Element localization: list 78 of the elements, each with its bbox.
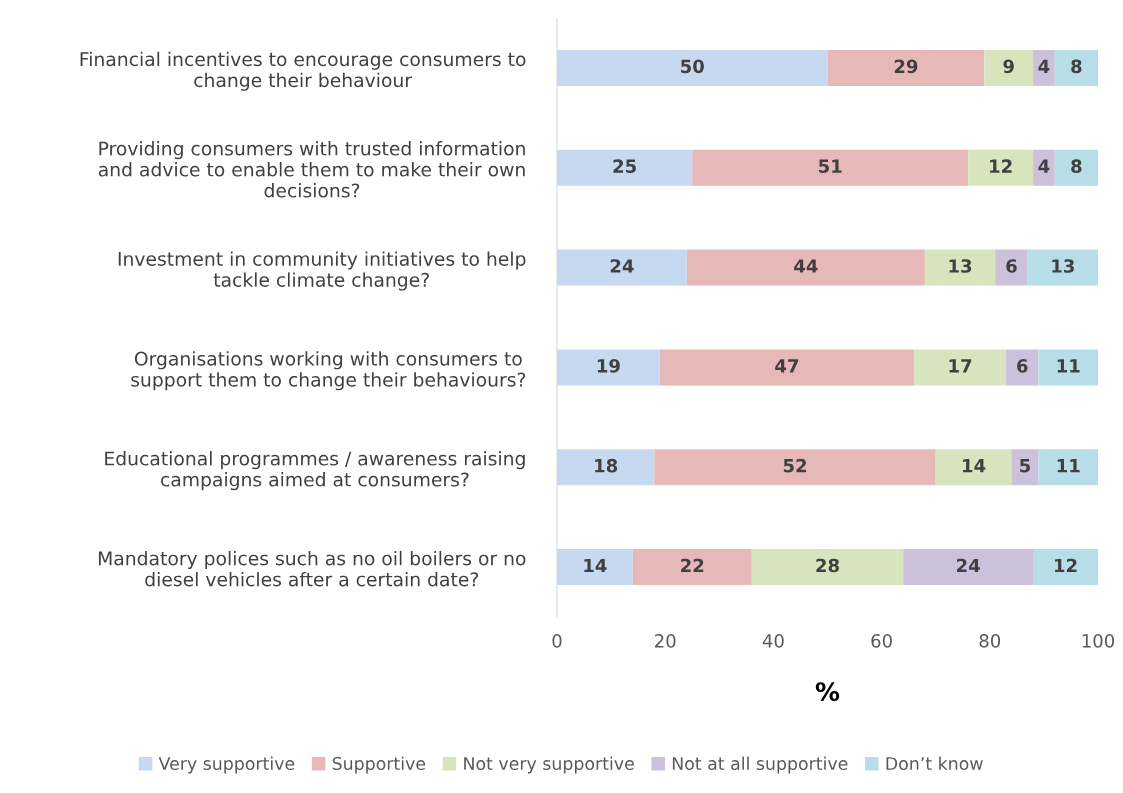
data-label: 12 bbox=[1055, 558, 1077, 573]
y-tick-label: Educational programmes / awareness raising campaigns aimed at consumers? bbox=[105, 451, 525, 491]
y-tick-label: Organisations working with consumers to support them to change their behaviours? bbox=[131, 351, 526, 391]
bar bbox=[1033, 149, 1055, 186]
bar bbox=[1038, 449, 1098, 486]
data-label: 9 bbox=[1003, 59, 1014, 74]
data-label: 13 bbox=[949, 259, 972, 273]
data-label: 25 bbox=[613, 159, 636, 173]
x-tick-label: 80 bbox=[979, 633, 1001, 648]
y-tick-label: Mandatory polices such as no oil boilers or no diesel vehicles after a certain date? bbox=[98, 550, 526, 587]
bar bbox=[984, 49, 1034, 86]
data-label: 47 bbox=[775, 359, 799, 373]
bar bbox=[968, 149, 1034, 186]
bar bbox=[1033, 49, 1055, 86]
bar bbox=[1006, 349, 1039, 386]
data-label: 8 bbox=[1071, 159, 1082, 173]
bar bbox=[686, 249, 925, 286]
bar bbox=[995, 249, 1028, 286]
legend-label: Supportive bbox=[332, 756, 426, 774]
data-label: 5 bbox=[1020, 459, 1030, 473]
bar bbox=[924, 249, 996, 286]
data-label: 28 bbox=[816, 558, 839, 573]
x-tick-label: 100 bbox=[1082, 633, 1115, 648]
bar bbox=[914, 349, 1007, 386]
bar bbox=[557, 549, 633, 586]
bar bbox=[1054, 49, 1098, 86]
bar bbox=[751, 549, 904, 586]
data-label: 50 bbox=[681, 59, 704, 74]
legend-label: Very supportive bbox=[158, 756, 295, 774]
bar bbox=[1033, 549, 1098, 586]
bar bbox=[827, 49, 985, 86]
bar bbox=[654, 449, 936, 486]
data-label: 14 bbox=[963, 459, 986, 473]
bar bbox=[1011, 449, 1039, 486]
data-label: 13 bbox=[1052, 259, 1074, 273]
data-label: 24 bbox=[610, 259, 634, 273]
bar bbox=[659, 349, 915, 386]
data-label: 17 bbox=[949, 359, 972, 373]
x-tick-label: 40 bbox=[762, 633, 784, 648]
data-label: 6 bbox=[1017, 359, 1028, 373]
x-axis-title: % bbox=[815, 682, 840, 702]
legend-label: Don’t know bbox=[886, 756, 983, 771]
bar bbox=[557, 149, 693, 186]
bar bbox=[632, 549, 752, 586]
data-label: 44 bbox=[794, 259, 818, 273]
data-label: 11 bbox=[1057, 459, 1080, 473]
bar bbox=[692, 149, 969, 186]
y-tick-label: Investment in community initiatives to help tackle climate change? bbox=[118, 251, 526, 291]
data-label: 19 bbox=[597, 359, 620, 373]
y-tick-label: Providing consumers with trusted information and advice to enable them to make their own decisions? bbox=[98, 141, 525, 198]
y-tick-label: Financial incentives to encourage consumers to change their behaviour bbox=[80, 51, 526, 91]
data-label: 4 bbox=[1038, 59, 1050, 73]
bar bbox=[935, 449, 1012, 486]
data-label: 51 bbox=[819, 159, 842, 173]
data-label: 4 bbox=[1038, 159, 1050, 173]
data-label: 8 bbox=[1071, 59, 1082, 74]
x-tick-label: 60 bbox=[871, 633, 892, 648]
bar bbox=[557, 49, 828, 86]
data-label: 24 bbox=[957, 558, 980, 573]
data-label: 52 bbox=[783, 458, 807, 473]
data-label: 22 bbox=[681, 558, 704, 573]
bar bbox=[1027, 249, 1098, 286]
bar bbox=[557, 249, 687, 286]
x-tick-label: 0 bbox=[552, 633, 562, 648]
data-label: 6 bbox=[1006, 259, 1017, 273]
x-tick-label: 20 bbox=[655, 633, 676, 648]
bar bbox=[903, 549, 1034, 586]
bar bbox=[557, 349, 660, 386]
data-label: 11 bbox=[1057, 359, 1080, 373]
data-label: 29 bbox=[894, 59, 918, 74]
legend-label: Not very supportive bbox=[464, 756, 634, 774]
bar bbox=[1054, 149, 1098, 186]
bar bbox=[557, 449, 655, 486]
bar bbox=[1038, 349, 1098, 386]
data-label: 18 bbox=[595, 458, 618, 473]
legend-label: Not at all supportive bbox=[672, 756, 848, 774]
data-label: 14 bbox=[584, 558, 607, 573]
data-label: 12 bbox=[990, 159, 1012, 173]
